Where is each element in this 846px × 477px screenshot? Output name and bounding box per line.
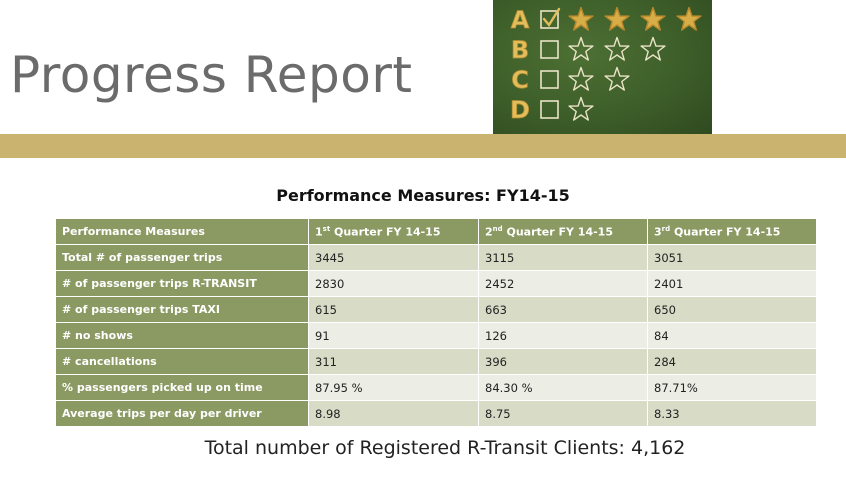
row-label: # of passenger trips R-TRANSIT <box>55 270 309 297</box>
performance-measures-table: Performance Measures 1st Quarter FY 14-1… <box>55 218 817 427</box>
cell-value: 87.95 % <box>308 374 479 401</box>
cell-value: 84.30 % <box>478 374 648 401</box>
grade-letter-d: D <box>510 96 530 124</box>
star-icon <box>568 36 594 61</box>
cell-value: 615 <box>308 296 479 323</box>
header-quarter-3: 3rd Quarter FY 14-15 <box>647 218 817 245</box>
table-row: # cancellations 311 396 284 <box>55 348 817 375</box>
star-icon <box>604 36 630 61</box>
grade-checkbox-d <box>540 100 559 119</box>
cell-value: 311 <box>308 348 479 375</box>
cell-value: 3115 <box>478 244 648 271</box>
table-header-row: Performance Measures 1st Quarter FY 14-1… <box>55 218 817 245</box>
table-heading: Performance Measures: FY14-15 <box>276 186 570 205</box>
row-label: % passengers picked up on time <box>55 374 309 401</box>
gold-divider-bar <box>0 134 846 158</box>
cell-value: 650 <box>647 296 817 323</box>
grade-letter-c: C <box>511 66 529 94</box>
star-icon <box>604 66 630 91</box>
cell-value: 8.75 <box>478 400 648 427</box>
star-icon <box>640 36 666 61</box>
star-icon <box>568 66 594 91</box>
grade-letter-a: A <box>511 6 530 34</box>
star-icon <box>676 6 702 31</box>
cell-value: 91 <box>308 322 479 349</box>
table-row: Average trips per day per driver 8.98 8.… <box>55 400 817 427</box>
row-label: # cancellations <box>55 348 309 375</box>
cell-value: 3445 <box>308 244 479 271</box>
cell-value: 284 <box>647 348 817 375</box>
table-row: # no shows 91 126 84 <box>55 322 817 349</box>
cell-value: 84 <box>647 322 817 349</box>
cell-value: 3051 <box>647 244 817 271</box>
cell-value: 8.33 <box>647 400 817 427</box>
grade-checkbox-c <box>540 70 559 89</box>
header-label: Performance Measures <box>55 218 309 245</box>
header-quarter-2: 2nd Quarter FY 14-15 <box>478 218 648 245</box>
star-icon <box>568 96 594 121</box>
cell-value: 663 <box>478 296 648 323</box>
check-mark-icon <box>542 7 561 28</box>
row-label: Total # of passenger trips <box>55 244 309 271</box>
cell-value: 396 <box>478 348 648 375</box>
table-row: # of passenger trips TAXI 615 663 650 <box>55 296 817 323</box>
cell-value: 2452 <box>478 270 648 297</box>
star-icon <box>568 6 594 31</box>
cell-value: 8.98 <box>308 400 479 427</box>
slide-title: Progress Report <box>10 46 413 104</box>
star-icon <box>604 6 630 31</box>
cell-value: 2401 <box>647 270 817 297</box>
header-quarter-1: 1st Quarter FY 14-15 <box>308 218 479 245</box>
cell-value: 2830 <box>308 270 479 297</box>
registered-clients-total: Total number of Registered R-Transit Cli… <box>204 437 686 459</box>
star-icon <box>640 6 666 31</box>
table-row: Total # of passenger trips 3445 3115 305… <box>55 244 817 271</box>
cell-value: 87.71% <box>647 374 817 401</box>
row-label: # no shows <box>55 322 309 349</box>
row-label: # of passenger trips TAXI <box>55 296 309 323</box>
table-row: % passengers picked up on time 87.95 % 8… <box>55 374 817 401</box>
grade-letter-b: B <box>511 36 529 64</box>
grade-checkbox-b <box>540 40 559 59</box>
cell-value: 126 <box>478 322 648 349</box>
row-label: Average trips per day per driver <box>55 400 309 427</box>
table-row: # of passenger trips R-TRANSIT 2830 2452… <box>55 270 817 297</box>
grade-checkbox-a <box>540 10 559 29</box>
